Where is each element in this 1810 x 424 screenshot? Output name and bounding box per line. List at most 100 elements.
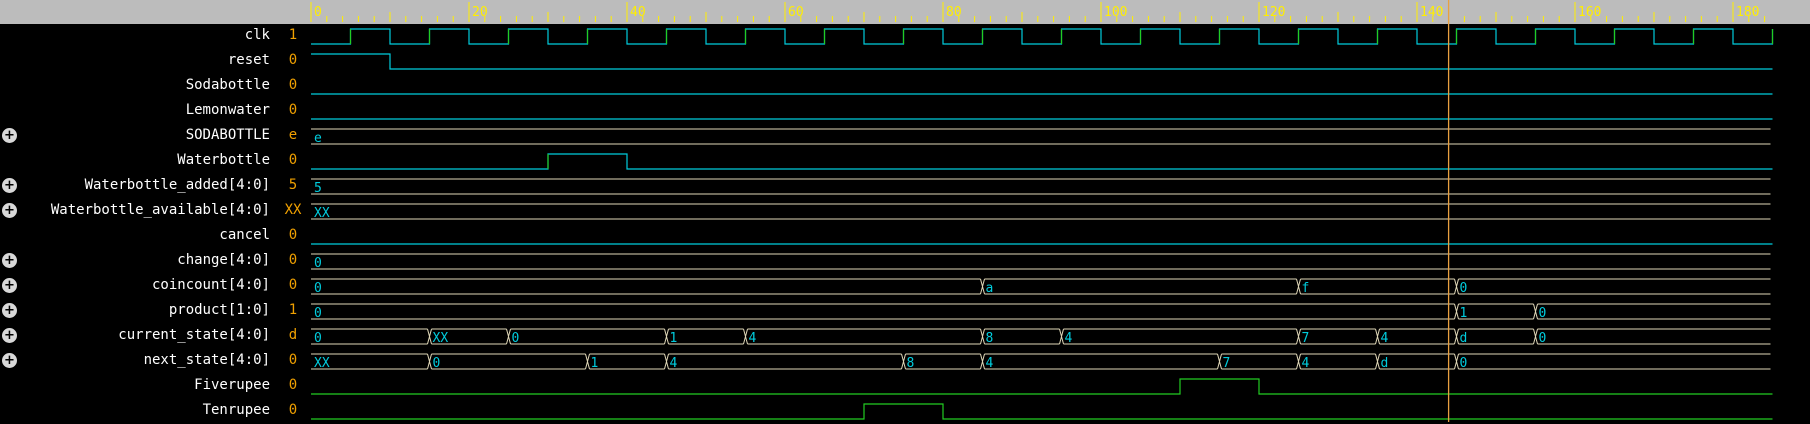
- bus-value-label: XX: [314, 356, 330, 371]
- bus-value-label: 0: [314, 256, 322, 271]
- signal-row[interactable]: Tenrupee 0: [0, 399, 310, 424]
- bus-value-label: a: [986, 281, 994, 296]
- bus-value-label: XX: [314, 206, 330, 221]
- signal-row[interactable]: + next_state[4:0] 0: [0, 349, 310, 374]
- expand-plus-icon[interactable]: +: [2, 278, 17, 293]
- signal-row[interactable]: Sodabottle 0: [0, 74, 310, 99]
- bit-waveform: [311, 53, 1773, 70]
- bus-value-label: 0: [512, 331, 520, 346]
- bus-transition: [1296, 328, 1301, 345]
- signal-value: 0: [288, 352, 298, 368]
- ruler-label: 120: [1262, 5, 1285, 20]
- signal-name: next_state[4:0]: [143, 352, 270, 368]
- bus-value-label: 0: [314, 306, 322, 321]
- signal-row[interactable]: Waterbottle 0: [0, 149, 310, 174]
- bus-transition: [664, 328, 669, 345]
- signal-row[interactable]: cancel 0: [0, 224, 310, 249]
- bus-value-label: 1: [670, 331, 678, 346]
- signal-value: e: [288, 127, 298, 143]
- signal-row[interactable]: clk 1: [0, 24, 310, 49]
- bus-transition: [427, 328, 432, 345]
- signal-row[interactable]: + product[1:0] 1: [0, 299, 310, 324]
- signal-name: Waterbottle: [177, 152, 270, 168]
- ruler-label: 0: [314, 5, 322, 20]
- bus-transition: [743, 328, 748, 345]
- bus-transition: [1375, 353, 1380, 370]
- bus-transition: [427, 353, 432, 370]
- signal-value: 0: [288, 102, 298, 118]
- signal-row[interactable]: Lemonwater 0: [0, 99, 310, 124]
- ruler-label: 100: [1104, 5, 1127, 20]
- signal-name: cancel: [219, 227, 270, 243]
- bus-value-label: 0: [1539, 331, 1547, 346]
- signal-row[interactable]: + current_state[4:0] d: [0, 324, 310, 349]
- bus-transition: [901, 353, 906, 370]
- bus-transition: [1296, 353, 1301, 370]
- expand-plus-icon[interactable]: +: [2, 178, 17, 193]
- bus-transition: [1454, 278, 1459, 295]
- signal-name: Fiverupee: [194, 377, 270, 393]
- bus-value-label: f: [1302, 281, 1310, 296]
- signal-value: 1: [288, 302, 298, 318]
- signal-value: 0: [288, 252, 298, 268]
- bus-value-label: 0: [314, 331, 322, 346]
- bus-value-label: 8: [907, 356, 915, 371]
- bus-value-label: 0: [433, 356, 441, 371]
- signal-row[interactable]: + change[4:0] 0: [0, 249, 310, 274]
- signal-row[interactable]: Fiverupee 0: [0, 374, 310, 399]
- bus-transition: [1375, 328, 1380, 345]
- bus-transition: [506, 328, 511, 345]
- bus-value-label: 4: [670, 356, 678, 371]
- expand-plus-icon[interactable]: +: [2, 353, 17, 368]
- signal-value: 0: [288, 402, 298, 418]
- signal-row[interactable]: + SODABOTTLE e: [0, 124, 310, 149]
- signal-row[interactable]: reset 0: [0, 49, 310, 74]
- bus-value-label: 8: [986, 331, 994, 346]
- bus-transition: [980, 278, 985, 295]
- signal-name: Waterbottle_available[4:0]: [50, 202, 270, 218]
- signal-row[interactable]: + coincount[4:0] 0: [0, 274, 310, 299]
- signal-value: 0: [288, 227, 298, 243]
- signal-name: Waterbottle_added[4:0]: [84, 177, 270, 193]
- bus-transition: [585, 353, 590, 370]
- expand-plus-icon[interactable]: +: [2, 328, 17, 343]
- bus-value-label: d: [1381, 356, 1389, 371]
- bus-transition: [980, 328, 985, 345]
- signal-row[interactable]: + Waterbottle_available[4:0] XX: [0, 199, 310, 224]
- signal-name: product[1:0]: [168, 302, 270, 318]
- bus-value-label: 1: [591, 356, 599, 371]
- expand-plus-icon[interactable]: +: [2, 203, 17, 218]
- expand-plus-icon[interactable]: +: [2, 128, 17, 143]
- bus-transition: [980, 353, 985, 370]
- bus-transition: [664, 353, 669, 370]
- ruler-label: 20: [472, 5, 488, 20]
- bus-transition: [1533, 328, 1538, 345]
- expand-plus-icon[interactable]: +: [2, 303, 17, 318]
- ruler-label: 60: [788, 5, 804, 20]
- time-ruler[interactable]: [0, 0, 1810, 24]
- signal-row[interactable]: + Waterbottle_added[4:0] 5: [0, 174, 310, 199]
- ruler-label: 180: [1736, 5, 1759, 20]
- bus-value-label: XX: [433, 331, 449, 346]
- bus-transition: [1454, 303, 1459, 320]
- bus-value-label: e: [314, 131, 322, 146]
- bus-transition: [1059, 328, 1064, 345]
- signal-name: coincount[4:0]: [151, 277, 270, 293]
- signal-value: 0: [288, 377, 298, 393]
- bus-value-label: 7: [1223, 356, 1231, 371]
- bus-value-label: 5: [314, 181, 322, 196]
- signal-name: Lemonwater: [185, 102, 270, 118]
- bit-waveform: [311, 378, 1773, 395]
- signal-name: change[4:0]: [177, 252, 270, 268]
- signal-value: 0: [288, 152, 298, 168]
- signal-value: 0: [288, 77, 298, 93]
- bus-transition: [1533, 303, 1538, 320]
- signal-name: clk: [244, 27, 270, 43]
- signal-name: reset: [227, 52, 270, 68]
- bit-waveform: [311, 403, 1773, 420]
- ruler-label: 40: [630, 5, 646, 20]
- expand-plus-icon[interactable]: +: [2, 253, 17, 268]
- bus-value-label: 0: [1460, 281, 1468, 296]
- ruler-label: 160: [1578, 5, 1601, 20]
